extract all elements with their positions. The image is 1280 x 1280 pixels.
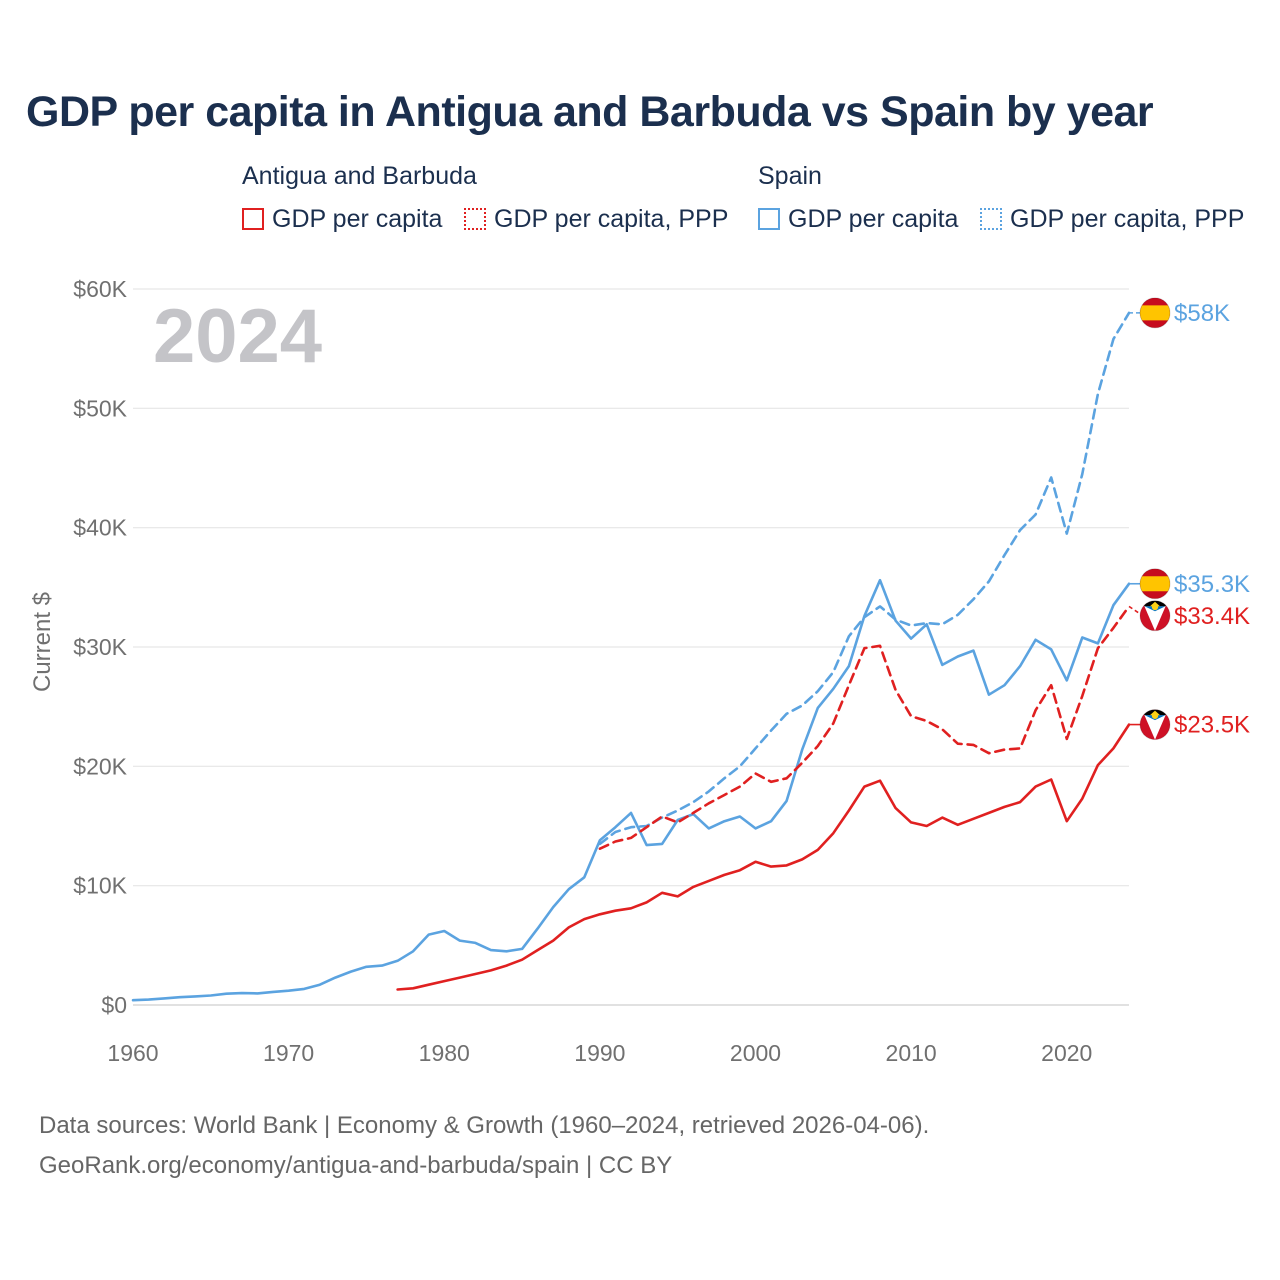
end-value-label-antigua-ppp: $33.4K	[1174, 603, 1250, 630]
chart-title: GDP per capita in Antigua and Barbuda vs…	[26, 88, 1154, 136]
legend-label: GDP per capita, PPP	[1010, 204, 1245, 233]
antigua-flag-icon	[1139, 600, 1171, 632]
legend-swatch-dotted-blue	[980, 208, 1002, 230]
end-value-label-spain-gdp: $35.3K	[1174, 571, 1250, 598]
year-watermark: 2024	[153, 294, 322, 379]
legend-swatch-dotted-red	[464, 208, 486, 230]
legend-item-antigua-gdp[interactable]: GDP per capita	[242, 204, 442, 234]
legend-label: GDP per capita	[788, 204, 959, 233]
x-tick-label: 2020	[1041, 1040, 1092, 1066]
y-tick-label: $60K	[73, 276, 127, 302]
legend-group-antigua-title: Antigua and Barbuda	[242, 162, 477, 190]
y-tick-label: $10K	[73, 873, 127, 899]
y-tick-label: $40K	[73, 515, 127, 541]
series-line-antigua-gdp	[396, 723, 1131, 991]
legend-label: GDP per capita	[272, 204, 443, 233]
footer-link[interactable]: GeoRank.org/economy/antigua-and-barbuda/…	[39, 1152, 673, 1179]
y-tick-label: $20K	[73, 753, 127, 779]
x-tick-label: 1960	[107, 1040, 158, 1066]
spain-flag-icon	[1139, 297, 1171, 329]
end-value-label-spain-ppp: $58K	[1174, 300, 1230, 327]
x-tick-label: 1970	[263, 1040, 314, 1066]
legend-label: GDP per capita, PPP	[494, 204, 729, 233]
series-line-antigua-ppp	[598, 605, 1131, 851]
y-tick-label: $50K	[73, 395, 127, 421]
y-tick-label: $0	[101, 992, 127, 1018]
legend-group-spain-title: Spain	[758, 162, 822, 190]
x-tick-label: 2010	[886, 1040, 937, 1066]
footer-source: Data sources: World Bank | Economy & Gro…	[39, 1112, 930, 1139]
legend-swatch-solid-blue	[758, 208, 780, 230]
legend-item-spain-ppp[interactable]: GDP per capita, PPP	[980, 204, 1244, 234]
footer: Data sources: World Bank | Economy & Gro…	[39, 1106, 929, 1186]
series-line-spain-ppp	[598, 311, 1131, 846]
legend-item-antigua-ppp[interactable]: GDP per capita, PPP	[464, 204, 728, 234]
end-value-label-antigua-gdp: $23.5K	[1174, 712, 1250, 739]
spain-flag-icon	[1139, 568, 1171, 600]
series-line-spain-gdp	[131, 578, 1131, 1002]
x-tick-label: 1990	[574, 1040, 625, 1066]
antigua-flag-icon	[1139, 709, 1171, 741]
x-tick-label: 2000	[730, 1040, 781, 1066]
legend-swatch-solid-red	[242, 208, 264, 230]
x-tick-label: 1980	[419, 1040, 470, 1066]
y-tick-label: $30K	[73, 634, 127, 660]
y-axis-label: Current $	[29, 592, 56, 692]
legend-item-spain-gdp[interactable]: GDP per capita	[758, 204, 958, 234]
